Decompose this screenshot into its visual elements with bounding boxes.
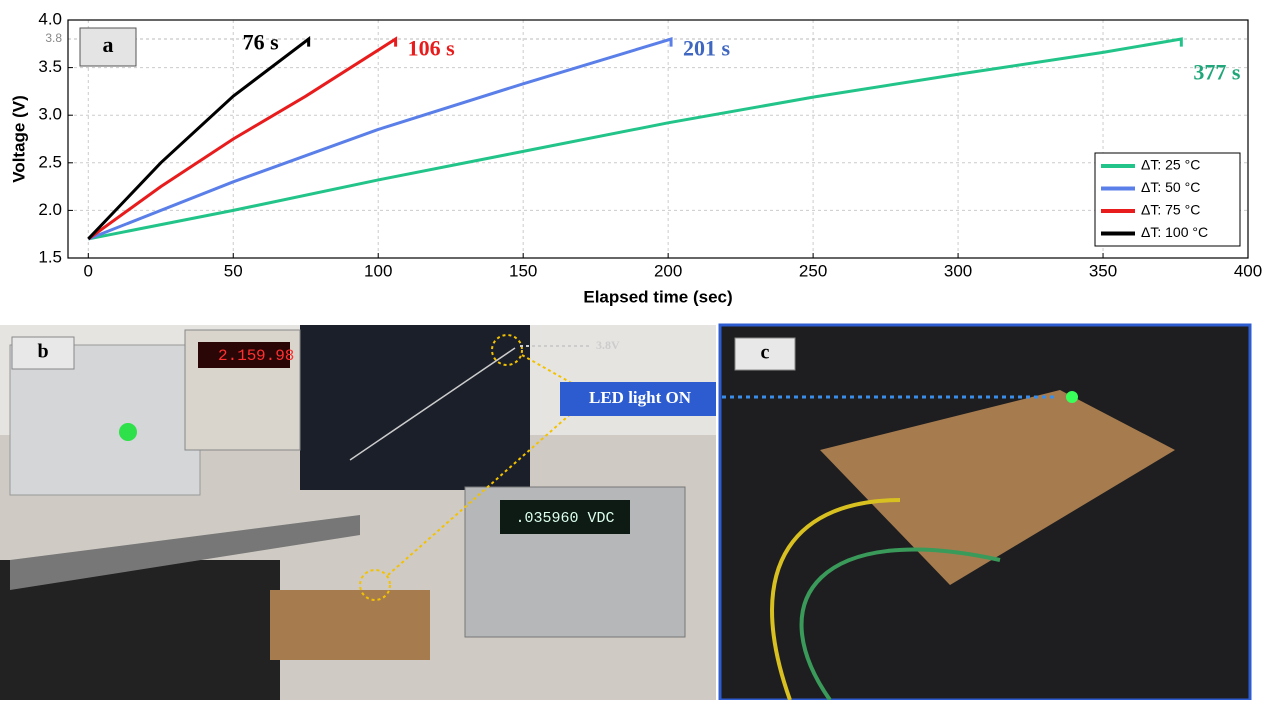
x-tick-label: 150 <box>509 261 537 280</box>
indicator-lamp <box>119 423 137 441</box>
y-axis-label: Voltage (V) <box>9 95 28 183</box>
y-tick-label: 3.0 <box>38 105 62 124</box>
legend-label: ΔT: 25 °C <box>1141 157 1200 173</box>
series-line <box>87 36 398 241</box>
monitor <box>300 325 530 490</box>
end-label: 377 s <box>1193 60 1241 85</box>
screen-marker: 3.8V <box>596 338 620 352</box>
screen-curve <box>349 347 516 461</box>
reference-label: 3.8 <box>45 31 62 45</box>
x-tick-label: 200 <box>654 261 682 280</box>
series-line <box>87 37 673 241</box>
end-label: 106 s <box>408 36 456 61</box>
photo-c: c <box>718 323 1252 702</box>
y-tick-label: 2.5 <box>38 152 62 171</box>
x-tick-label: 0 <box>84 261 93 280</box>
led <box>1066 391 1078 403</box>
x-tick-label: 300 <box>944 261 972 280</box>
end-label: 76 s <box>243 30 280 55</box>
plot-frame <box>67 19 1249 259</box>
chart: Voltage (V) Elapsed time (sec) 0 50 100 150… <box>9 9 1262 306</box>
legend-label: ΔT: 50 °C <box>1141 179 1200 195</box>
end-label: 201 s <box>683 36 731 61</box>
panel-label-box <box>11 336 75 370</box>
circuit-board <box>270 590 430 660</box>
x-tick-label: 100 <box>364 261 392 280</box>
x-tick-label: 350 <box>1089 261 1117 280</box>
legend-box <box>1094 152 1241 247</box>
wire <box>770 498 901 701</box>
legend-label: ΔT: 75 °C <box>1141 202 1200 218</box>
series-line <box>88 37 1183 241</box>
supply-display <box>198 342 290 368</box>
control-box <box>9 344 201 496</box>
x-axis-label: Elapsed time (sec) <box>583 287 732 306</box>
supply-reading: 2.15 <box>218 347 256 365</box>
series-line <box>87 36 311 240</box>
meter-display <box>500 500 630 534</box>
callout-text: LED light ON <box>589 388 692 407</box>
panel-label-box <box>79 27 137 67</box>
meter-reading: .035960 VDC <box>515 510 614 527</box>
y-tick-label: 3.5 <box>38 57 62 76</box>
x-tick-label: 50 <box>224 261 243 280</box>
panel-label: a <box>103 32 114 57</box>
y-tick-label: 4.0 <box>38 9 62 28</box>
wire <box>799 547 1001 702</box>
photo-b: 2.15 9.98 .035960 VDC 3.8V LED light ON … <box>0 325 716 700</box>
thermoelectric-strip <box>10 515 360 590</box>
y-tick-label: 1.5 <box>38 247 62 266</box>
supply-reading: 9.98 <box>256 347 294 365</box>
highlight-circle <box>359 569 391 601</box>
callout-box <box>560 382 716 416</box>
circuit-board <box>820 390 1175 585</box>
y-tick-label: 2.0 <box>38 200 62 219</box>
x-tick-label: 400 <box>1234 261 1262 280</box>
highlight-circle <box>491 334 523 366</box>
x-tick-label: 250 <box>799 261 827 280</box>
panel-label: b <box>37 341 48 363</box>
callout-line <box>521 354 576 386</box>
panel-label: c <box>761 342 770 364</box>
panel-label-box <box>734 337 796 371</box>
legend-label: ΔT: 100 °C <box>1141 224 1208 240</box>
